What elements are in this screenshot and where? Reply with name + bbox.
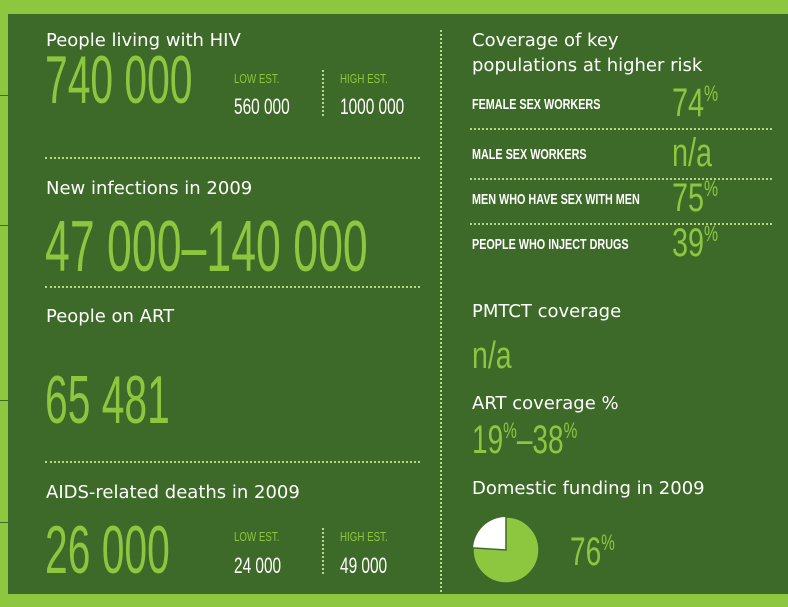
divider xyxy=(45,461,420,463)
coverage-value: 75% xyxy=(672,176,719,220)
column-divider xyxy=(440,30,442,592)
unit: % xyxy=(563,418,578,443)
coverage-value: 39% xyxy=(672,221,719,265)
est-divider xyxy=(322,70,324,116)
edge-tick xyxy=(0,225,8,226)
est-label: HIGH EST. xyxy=(340,529,388,544)
group: MALE SEX WORKERS xyxy=(472,146,587,163)
group-row: FEMALE SEX WORKERS xyxy=(472,97,650,112)
title-line: Coverage of key xyxy=(472,30,619,51)
edge-tick xyxy=(0,95,8,96)
divider xyxy=(45,157,420,159)
low: 19 xyxy=(472,418,504,462)
group-row: MEN WHO HAVE SEX WITH MEN xyxy=(472,192,705,207)
group: FEMALE SEX WORKERS xyxy=(472,96,601,113)
label: PMTCT coverage xyxy=(472,301,622,322)
unit: % xyxy=(704,176,719,201)
pie-slice xyxy=(472,516,540,584)
number: 75 xyxy=(672,176,705,220)
value: 19%–38% xyxy=(472,418,578,462)
value: 76% xyxy=(570,530,615,574)
value: n/a xyxy=(472,335,512,377)
high: 38 xyxy=(532,418,564,462)
number: 74 xyxy=(672,81,705,125)
pie xyxy=(472,516,540,584)
coverage: n/a xyxy=(672,133,728,173)
label: ART coverage % xyxy=(472,393,619,414)
est-value: 49 000 xyxy=(340,553,388,578)
label: Domestic funding in 2009 xyxy=(472,478,705,499)
est-label: LOW EST. xyxy=(234,529,280,544)
separator: – xyxy=(516,418,533,462)
group: PEOPLE WHO INJECT DRUGS xyxy=(472,236,629,253)
label: People living with HIV xyxy=(46,30,241,51)
coverage: 74% xyxy=(672,81,736,125)
est-label: LOW EST. xyxy=(234,71,280,86)
panel xyxy=(8,14,788,594)
coverage-value: 74% xyxy=(672,81,719,125)
coverage: 39% xyxy=(672,221,736,265)
label: People on ART xyxy=(46,306,175,327)
big-number: 47 000–140 000 xyxy=(45,207,368,287)
est-value: 560 000 xyxy=(234,94,290,119)
big-number: 740 000 xyxy=(45,42,193,118)
divider xyxy=(470,223,772,225)
group-row: MALE SEX WORKERS xyxy=(472,147,631,162)
number: 39 xyxy=(672,221,705,265)
est-label: HIGH EST. xyxy=(340,71,388,86)
est-value: 1000 000 xyxy=(340,94,405,119)
divider xyxy=(470,128,772,130)
title-line: populations at higher risk xyxy=(472,55,703,76)
unit: % xyxy=(601,530,615,555)
unit: % xyxy=(503,418,517,443)
edge-tick xyxy=(0,400,8,401)
coverage: 75% xyxy=(672,176,736,220)
divider xyxy=(470,178,772,180)
unit: % xyxy=(704,81,719,106)
pct: 76 xyxy=(570,530,602,574)
group: MEN WHO HAVE SEX WITH MEN xyxy=(472,191,640,208)
est-divider xyxy=(322,528,324,574)
group-row: PEOPLE WHO INJECT DRUGS xyxy=(472,237,690,252)
edge-tick xyxy=(0,522,8,523)
number: n/a xyxy=(672,131,713,175)
big-number: 26 000 xyxy=(45,512,170,588)
unit: % xyxy=(704,221,719,246)
est-value: 24 000 xyxy=(234,553,282,578)
label: New infections in 2009 xyxy=(46,178,253,199)
coverage-value: n/a xyxy=(672,133,712,173)
label: AIDS-related deaths in 2009 xyxy=(46,482,300,503)
divider xyxy=(45,286,420,288)
big-number: 65 481 xyxy=(45,362,170,438)
